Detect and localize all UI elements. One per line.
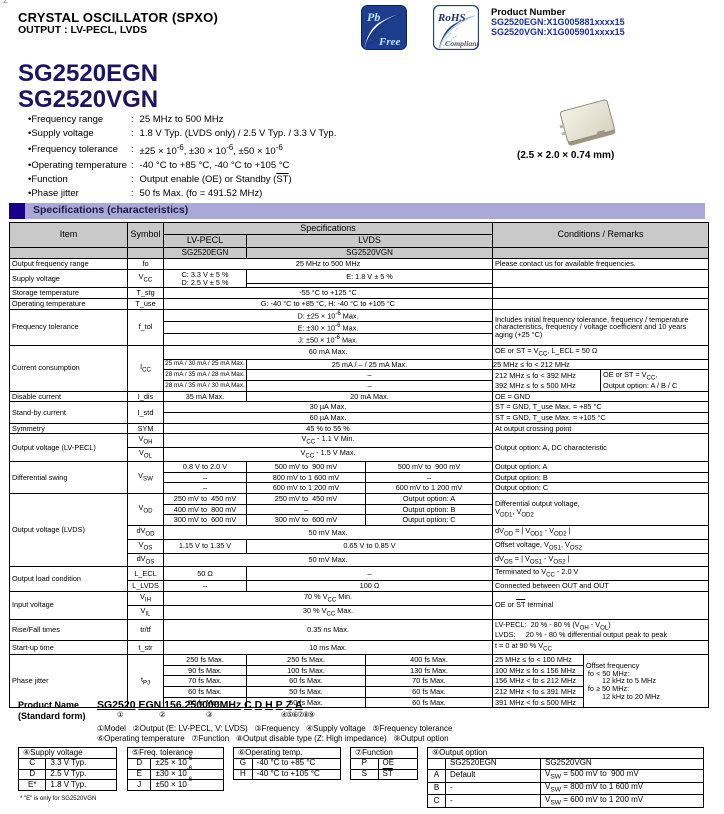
svg-text:Compliant: Compliant: [445, 39, 479, 48]
svg-text:Pb: Pb: [367, 10, 380, 24]
svg-text:Free: Free: [378, 36, 401, 48]
